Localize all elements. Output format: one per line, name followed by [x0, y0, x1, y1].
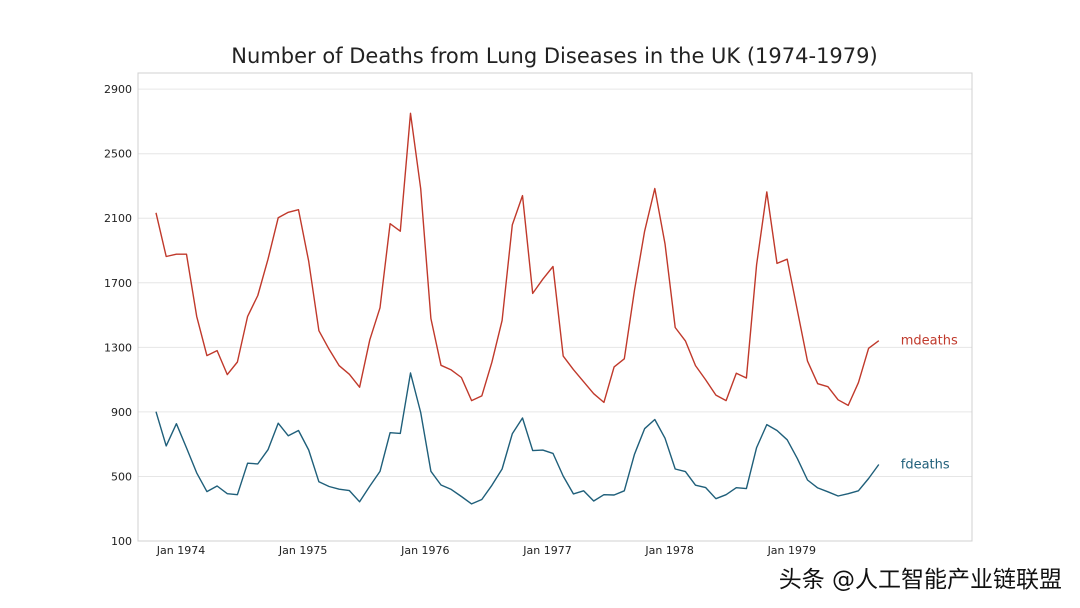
y-tick-label: 900	[111, 406, 132, 419]
x-tick-label: Jan 1975	[278, 544, 327, 557]
y-tick-label: 1300	[104, 341, 132, 354]
x-tick-label: Jan 1979	[767, 544, 816, 557]
x-tick-label: Jan 1976	[400, 544, 449, 557]
x-tick-label: Jan 1978	[644, 544, 693, 557]
series-label-fdeaths: fdeaths	[901, 458, 950, 473]
watermark-text: 头条 @人工智能产业链联盟	[778, 567, 1062, 593]
y-tick-label: 2900	[104, 83, 132, 96]
y-tick-label: 2100	[104, 212, 132, 225]
x-tick-label: Jan 1977	[522, 544, 571, 557]
series-line-mdeaths	[155, 112, 880, 407]
x-tick-label: Jan 1974	[156, 544, 205, 557]
y-tick-label: 100	[111, 535, 132, 548]
chart-title: Number of Deaths from Lung Diseases in t…	[231, 44, 878, 68]
y-tick-label: 500	[111, 470, 132, 483]
series-label-mdeaths: mdeaths	[901, 334, 958, 349]
series-line-fdeaths	[155, 372, 880, 505]
y-tick-label: 1700	[104, 277, 132, 290]
y-tick-label: 2500	[104, 148, 132, 161]
plot-frame	[137, 72, 973, 542]
